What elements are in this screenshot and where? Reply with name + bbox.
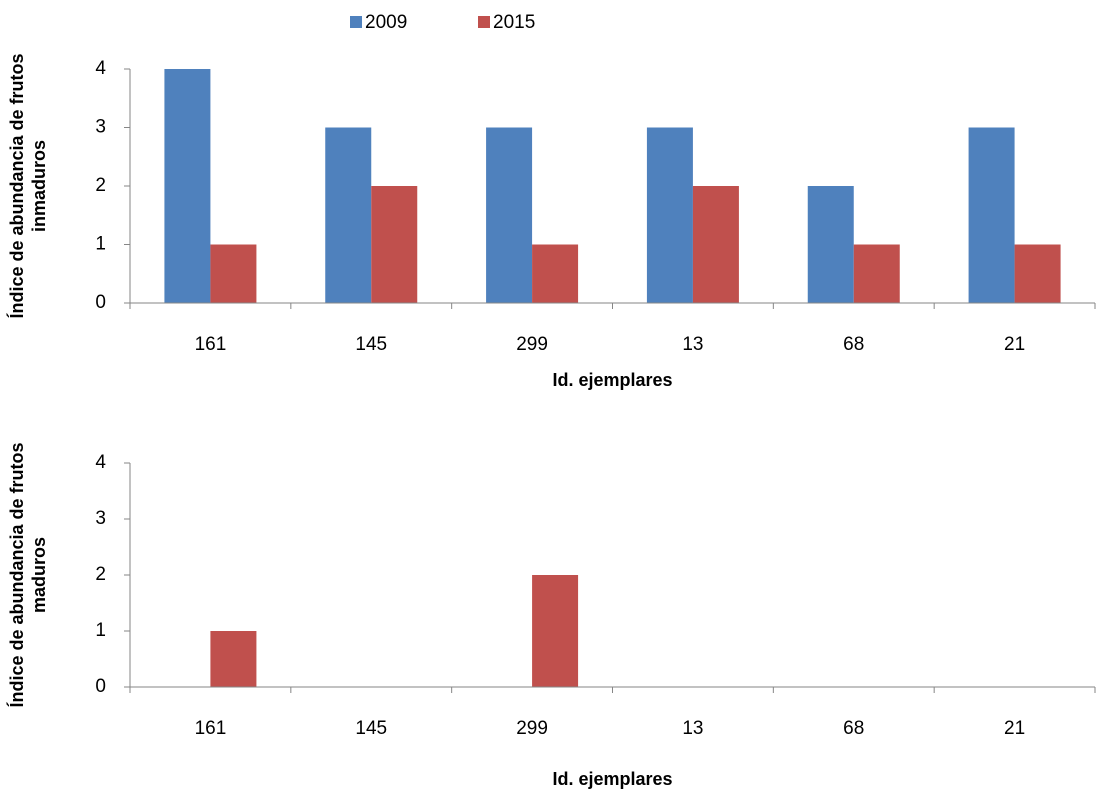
y-tick-label: 2 (95, 175, 106, 196)
bar (371, 186, 418, 303)
y-tick-label: 1 (95, 234, 106, 255)
y-axis-title: maduros (29, 537, 49, 613)
bar (210, 244, 257, 303)
y-axis-title: Índice de abundancia de frutos (6, 53, 27, 318)
bar (532, 244, 579, 303)
x-axis-title: Id. ejemplares (552, 370, 672, 390)
y-tick-label: 3 (95, 508, 106, 529)
x-tick-label: 13 (682, 334, 703, 355)
x-axis-title: Id. ejemplares (552, 769, 672, 789)
y-axis-title: Índice de abundancia de frutos (6, 442, 27, 707)
y-axis-title: inmaduros (29, 140, 49, 232)
legend-label: 2009 (365, 12, 407, 33)
x-tick-label: 161 (195, 718, 227, 739)
y-tick-label: 4 (95, 58, 106, 79)
y-tick-label: 4 (95, 452, 106, 473)
y-tick-label: 0 (95, 292, 106, 313)
bar (853, 244, 900, 303)
bar (486, 127, 533, 303)
bar (968, 127, 1015, 303)
bar (325, 127, 372, 303)
x-tick-label: 145 (355, 334, 387, 355)
y-tick-label: 3 (95, 117, 106, 138)
bar (646, 127, 693, 303)
x-tick-label: 68 (843, 334, 864, 355)
bar (692, 186, 739, 303)
bar (164, 69, 211, 303)
y-tick-label: 2 (95, 564, 106, 585)
legend-swatch (350, 16, 362, 28)
bar (807, 186, 854, 303)
x-tick-label: 21 (1004, 718, 1025, 739)
bar (1014, 244, 1061, 303)
x-tick-label: 21 (1004, 334, 1025, 355)
x-tick-label: 161 (195, 334, 227, 355)
legend-swatch (478, 16, 490, 28)
bar (210, 631, 257, 687)
x-tick-label: 68 (843, 718, 864, 739)
y-tick-label: 0 (95, 676, 106, 697)
x-tick-label: 299 (516, 718, 548, 739)
bar (532, 575, 579, 687)
y-tick-label: 1 (95, 620, 106, 641)
x-tick-label: 13 (682, 718, 703, 739)
x-tick-label: 299 (516, 334, 548, 355)
legend-label: 2015 (493, 12, 535, 33)
x-tick-label: 145 (355, 718, 387, 739)
